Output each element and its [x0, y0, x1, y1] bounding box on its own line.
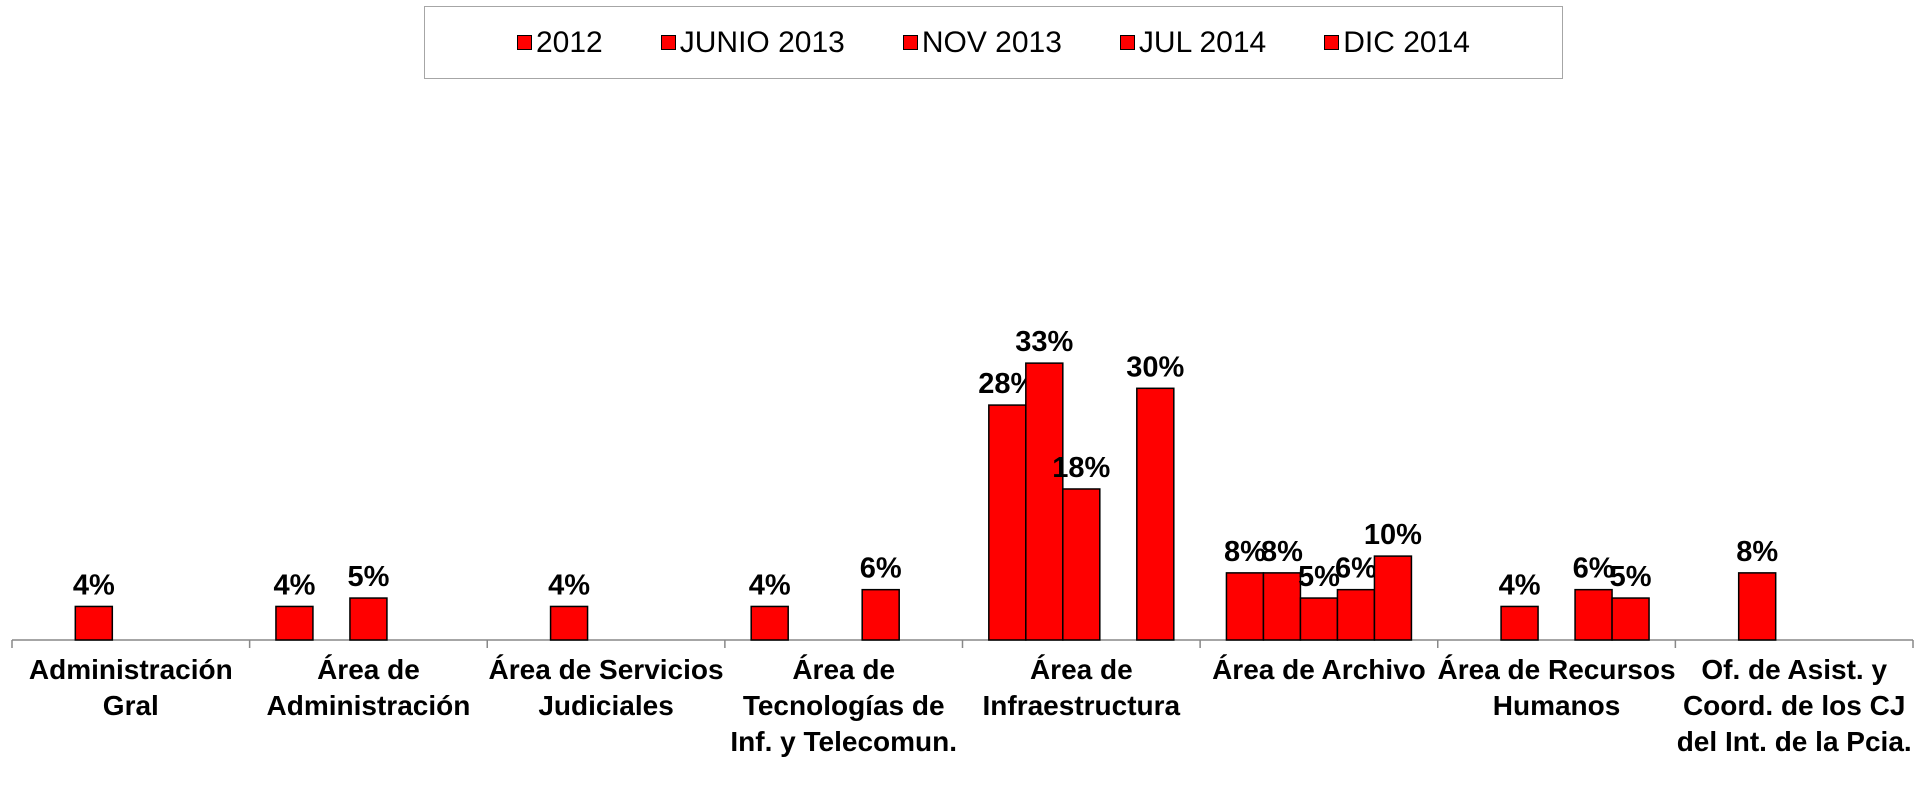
data-label: 5% [1298, 561, 1340, 593]
x-tick-label: Área de Infraestructura [982, 654, 1181, 721]
bar [1299, 597, 1339, 641]
data-label: 6% [1335, 553, 1377, 585]
data-label: 30% [1126, 351, 1184, 383]
data-label: 4% [273, 569, 315, 601]
bar [1062, 488, 1101, 641]
bar [1574, 588, 1613, 641]
data-label: 8% [1224, 536, 1266, 568]
bar [275, 605, 314, 641]
bar [549, 605, 589, 641]
legend-label: JUL 2014 [1138, 25, 1267, 59]
x-tick-label: Administración Gral [28, 654, 233, 721]
data-label: 10% [1364, 519, 1422, 551]
bar [1136, 387, 1175, 641]
data-label: 33% [1015, 326, 1073, 358]
x-tick-label: Área de Servicios Judiciales [488, 654, 724, 721]
bar [1336, 588, 1376, 641]
data-label: 8% [1736, 536, 1778, 568]
x-tick-label: Área de Recursos Humanos [1437, 654, 1676, 721]
data-label: 6% [860, 553, 902, 585]
bar [750, 605, 789, 641]
data-label: 5% [347, 561, 389, 593]
legend-item: 2012 [517, 26, 603, 60]
x-tick-label: Of. de Asist. y Coord. de los CJ del Int… [1676, 654, 1912, 757]
x-tick-label: Área de Administración [266, 654, 471, 721]
data-label: 18% [1052, 452, 1110, 484]
legend-swatch [1324, 35, 1340, 50]
legend-swatch [660, 35, 676, 50]
bar [349, 597, 388, 641]
legend-label: JUNIO 2013 [679, 25, 845, 59]
legend-item: JUL 2014 [1119, 25, 1267, 60]
data-label: 4% [548, 569, 590, 601]
bar [74, 605, 114, 641]
data-label: 4% [1499, 569, 1541, 601]
bar [1025, 362, 1064, 641]
bar [1262, 572, 1302, 641]
data-label: 5% [1610, 561, 1652, 593]
legend-swatch [517, 35, 532, 50]
legend-item: JUNIO 2013 [660, 25, 845, 60]
legend-swatch [902, 35, 918, 50]
bar [1611, 597, 1650, 641]
legend-item: NOV 2013 [902, 25, 1062, 60]
bar [1500, 605, 1539, 641]
bar [1373, 555, 1413, 641]
legend-swatch [1119, 35, 1135, 50]
data-label: 4% [73, 569, 115, 601]
data-label: 4% [749, 569, 791, 601]
legend-item: DIC 2014 [1324, 26, 1470, 60]
data-label: 6% [1573, 553, 1615, 585]
bar [988, 404, 1027, 641]
x-tick-label: Área de Tecnologías de Inf. y Telecomun. [730, 654, 957, 757]
bar [1225, 572, 1265, 641]
legend-label: NOV 2013 [921, 25, 1062, 59]
bar [861, 588, 900, 641]
legend: 2012 JUNIO 2013 NOV 2013 JUL 2014 DIC 2014 [424, 6, 1563, 79]
data-label: 8% [1261, 536, 1303, 568]
x-tick-label: Área de Archivo [1212, 654, 1426, 685]
legend-label: DIC 2014 [1343, 25, 1470, 59]
bar [1737, 572, 1777, 641]
legend-label: 2012 [536, 25, 603, 59]
